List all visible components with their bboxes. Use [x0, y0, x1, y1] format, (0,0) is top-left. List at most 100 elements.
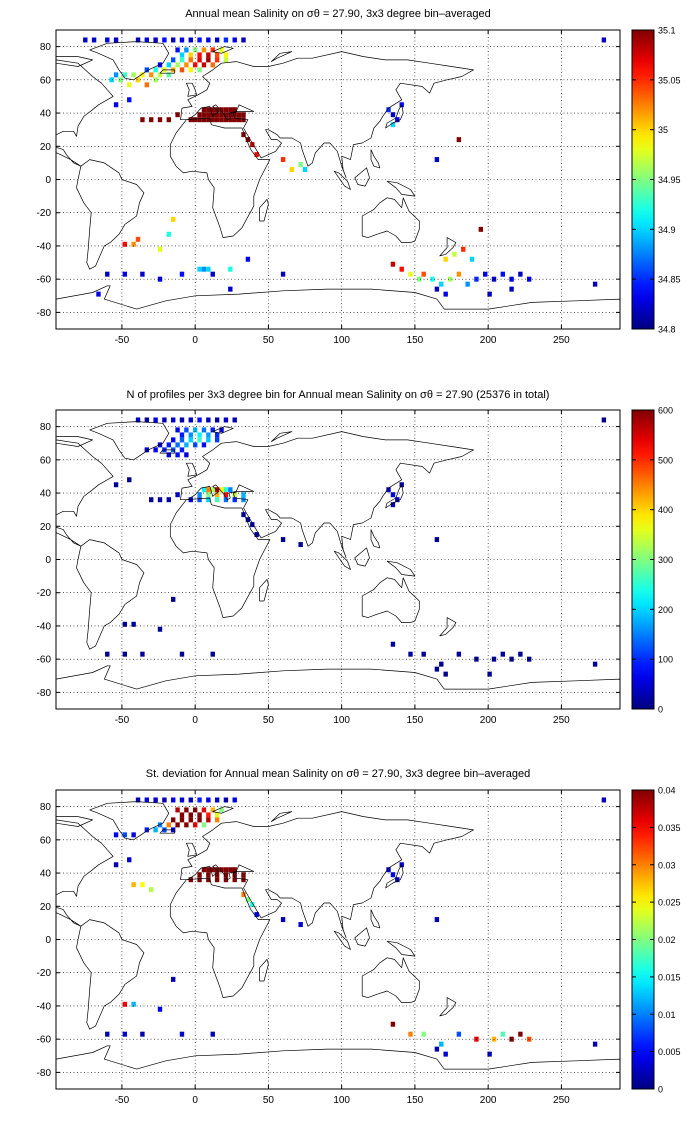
grid — [56, 790, 620, 1089]
data-cell — [214, 877, 220, 883]
data-cell — [592, 661, 598, 667]
data-cells — [105, 417, 607, 677]
data-cell — [162, 417, 167, 423]
data-cell — [223, 57, 229, 63]
coastline — [259, 579, 269, 602]
data-cell — [131, 1001, 136, 1007]
data-cell — [157, 117, 163, 123]
x-tick-label: 50 — [263, 1095, 275, 1106]
data-cell — [390, 641, 396, 647]
x-tick-label: 200 — [480, 335, 497, 346]
data-cell — [232, 867, 237, 873]
data-cell — [434, 917, 440, 923]
coastline — [270, 51, 293, 62]
data-cell — [223, 867, 229, 873]
coastline — [169, 117, 271, 238]
data-cell — [122, 1001, 128, 1007]
data-cell — [214, 817, 220, 823]
data-cell — [206, 797, 211, 803]
data-cell — [245, 897, 251, 903]
data-cell — [223, 107, 229, 113]
data-cell — [166, 62, 171, 68]
data-cell — [469, 256, 475, 262]
data-cell — [232, 112, 237, 118]
data-cell — [214, 497, 220, 503]
colorbar-tick-label: 0.035 — [658, 823, 681, 833]
y-tick-label: 0 — [45, 555, 51, 566]
data-cell — [395, 117, 400, 123]
data-cell — [175, 47, 180, 53]
y-tick-label: -80 — [37, 1068, 52, 1079]
data-cell — [113, 37, 119, 43]
data-cell — [179, 797, 185, 803]
data-cell — [140, 882, 145, 888]
data-cell — [197, 37, 202, 43]
data-cell — [122, 271, 128, 277]
coastline — [385, 864, 404, 889]
data-cell — [210, 807, 215, 813]
coastline — [56, 819, 114, 927]
colorbar: 0 0.005 0.01 0.015 0.02 0.025 0.03 0.035 0.04 — [631, 786, 681, 1095]
data-cell — [232, 492, 237, 498]
y-tick-label: -60 — [37, 655, 52, 666]
coastline — [370, 529, 381, 549]
data-cell — [250, 902, 255, 908]
data-cell — [197, 872, 202, 878]
coastline — [76, 919, 145, 1030]
data-cell — [206, 107, 211, 113]
data-cell — [175, 452, 180, 458]
data-cell — [228, 112, 233, 118]
data-cell — [113, 862, 119, 868]
data-cell — [390, 122, 396, 128]
data-cell — [390, 112, 396, 118]
data-cell — [188, 797, 193, 803]
coastline — [180, 51, 474, 179]
data-cell — [214, 57, 220, 63]
data-cell — [241, 112, 246, 118]
x-tick-label: 100 — [333, 335, 350, 346]
data-cell — [135, 417, 141, 423]
data-cell — [157, 72, 163, 78]
data-cell — [157, 276, 163, 282]
coastline — [386, 180, 416, 197]
data-cell — [232, 107, 237, 113]
data-cell — [456, 1031, 462, 1037]
data-cell — [280, 537, 286, 543]
coastline — [361, 957, 420, 1003]
data-cell — [157, 1006, 163, 1012]
data-cell — [197, 57, 202, 63]
data-cell — [201, 47, 207, 53]
data-cell — [601, 37, 607, 43]
coastline — [270, 811, 293, 822]
data-cell — [280, 271, 286, 277]
y-tick-label: -40 — [37, 621, 52, 632]
colorbar-tick-label: 500 — [658, 455, 673, 465]
data-cell — [228, 487, 233, 493]
data-cell — [153, 77, 158, 83]
data-cell — [439, 1041, 444, 1047]
coastline — [385, 484, 404, 509]
y-tick-label: 60 — [40, 455, 52, 466]
data-cell — [140, 117, 145, 123]
data-cell — [122, 1031, 128, 1037]
x-tick-label: 100 — [333, 715, 350, 726]
data-cell — [188, 437, 193, 443]
colorbar: 34.8 34.85 34.9 34.95 35 35.05 35.1 — [631, 26, 681, 335]
data-cell — [166, 442, 171, 448]
data-cell — [188, 812, 193, 818]
panel-1: Annual mean Salinity on σθ = 27.90, 3x3 … — [37, 8, 681, 346]
data-cell — [214, 812, 220, 818]
y-tick-label: -20 — [37, 588, 52, 599]
data-cell — [439, 661, 444, 667]
data-cell — [210, 1031, 215, 1037]
data-cell — [109, 77, 114, 83]
data-cell — [113, 102, 119, 108]
data-cell — [201, 266, 207, 272]
data-cell — [223, 117, 229, 123]
data-cell — [214, 112, 220, 118]
coastline — [333, 170, 351, 190]
coastline — [212, 806, 234, 814]
data-cell — [206, 112, 211, 118]
data-cell — [140, 72, 145, 78]
data-cell — [135, 797, 141, 803]
